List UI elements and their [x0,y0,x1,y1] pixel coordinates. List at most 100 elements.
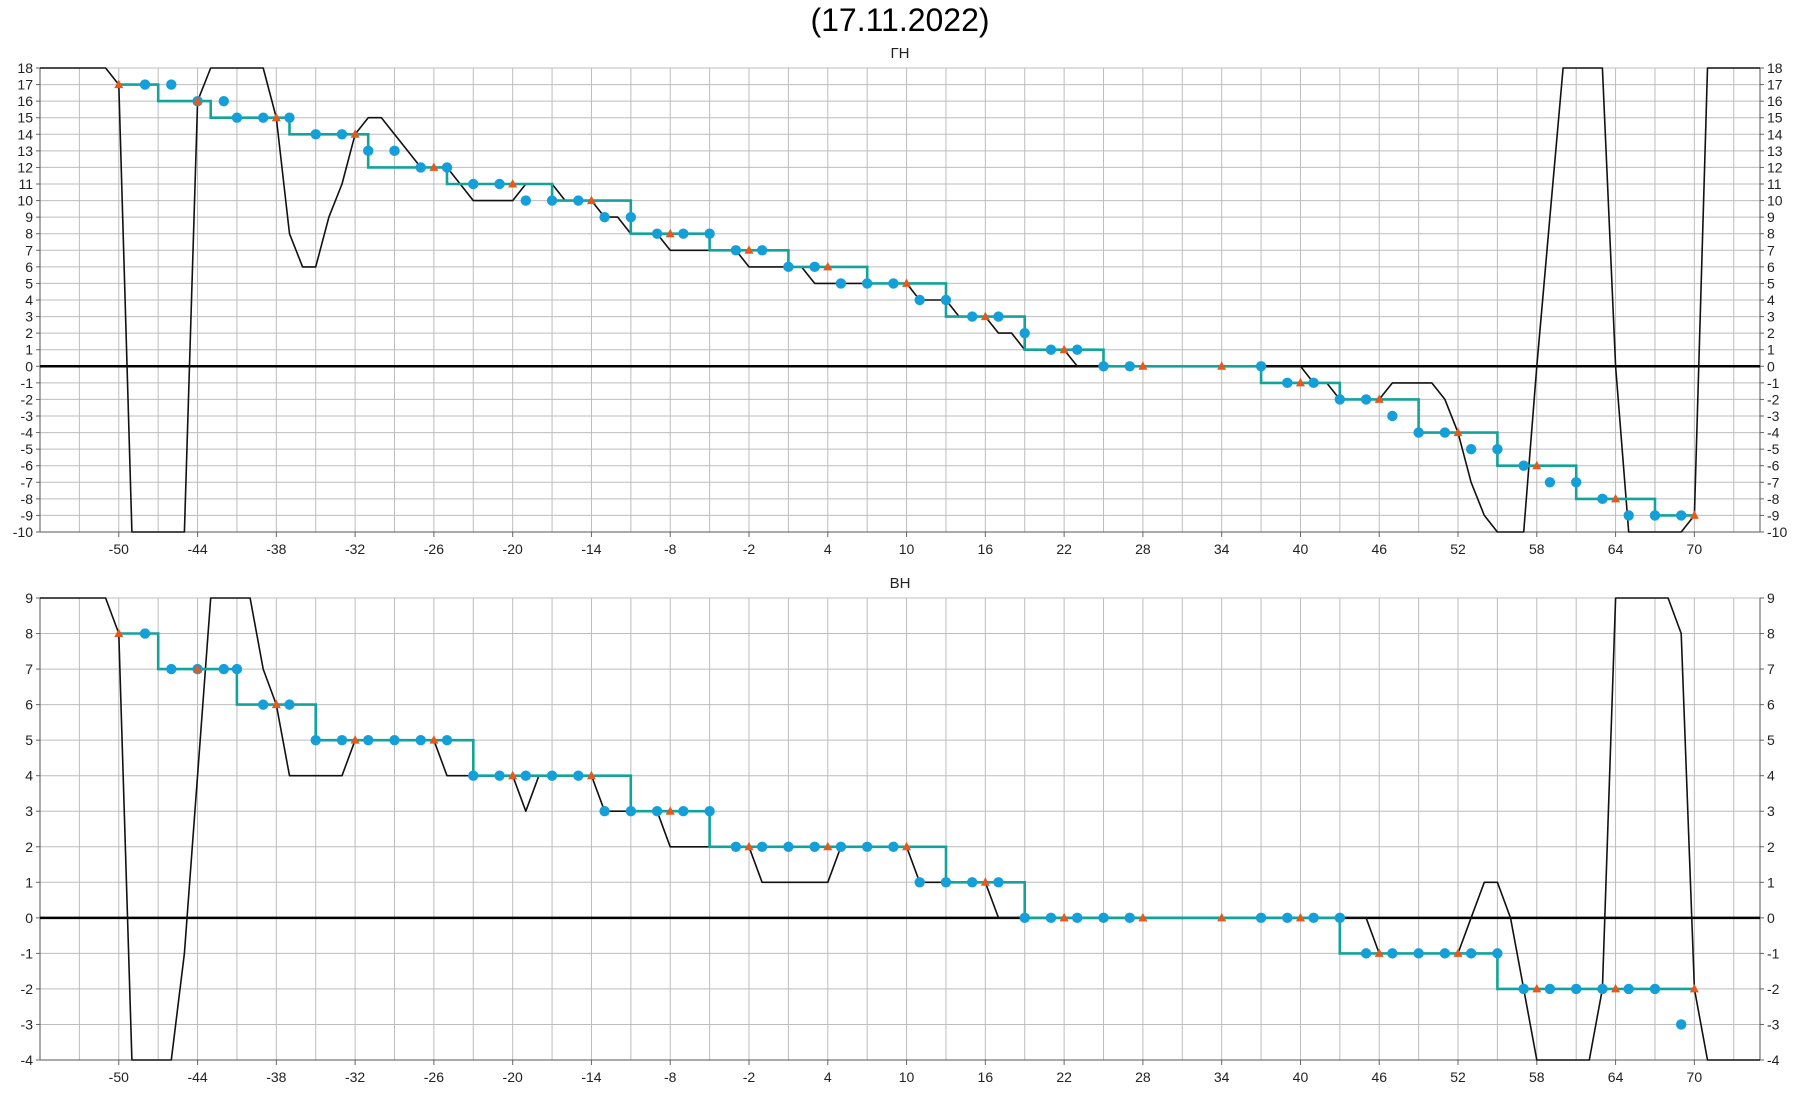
y-tick-label-right: 5 [1767,275,1775,291]
x-tick-label: -2 [743,541,756,557]
x-tick-label: 58 [1529,1069,1545,1085]
y-tick-label-left: 5 [25,275,33,291]
data-point-dot [415,162,426,173]
data-point-dot [599,806,610,817]
y-tick-label-left: 5 [25,732,33,748]
y-tick-label-left: -1 [21,945,34,961]
y-tick-label-left: -2 [21,981,34,997]
data-point-dot [1334,394,1346,405]
y-tick-label-right: 4 [1767,292,1775,308]
y-tick-label-left: -2 [21,391,34,407]
data-point-dot [218,95,230,107]
data-point-triangle [1217,912,1227,922]
data-point-dot [310,129,321,140]
data-point-dot [1492,948,1503,959]
data-point-dot [573,770,584,781]
data-point-dot [1544,983,1556,995]
x-tick-label: 40 [1293,541,1309,557]
data-point-dot [1360,394,1372,405]
data-point-triangle [1138,361,1148,370]
x-tick-label: -2 [743,1069,756,1085]
data-point-dot [546,195,558,206]
y-tick-label-left: 2 [25,325,33,341]
y-tick-label-right: -3 [1767,408,1780,424]
y-tick-label-left: 8 [25,226,33,242]
x-tick-label: -44 [187,1069,207,1085]
chart-vn: ВН9 98 87 76 65 54 43 32 21 10 0-1 -1-2 -2-3 -3-4 -4-5… [21,575,1780,1085]
x-tick-label: 16 [978,541,994,557]
y-tick-label-left: -7 [21,474,34,490]
x-tick-label: 4 [824,541,832,557]
data-point-dot [940,877,952,888]
x-tick-label: 52 [1450,1069,1466,1085]
data-point-dot [1124,912,1135,924]
x-tick-label: -20 [503,1069,523,1085]
y-tick-label-right: -9 [1767,507,1780,523]
y-tick-label-right: 5 [1767,732,1775,748]
data-point-triangle [980,877,990,886]
data-point-triangle [1374,948,1384,957]
data-point-dot [809,261,820,273]
page-title: (17.11.2022) [810,2,990,38]
data-point-dot [1334,912,1346,924]
x-tick-label: 46 [1371,1069,1387,1085]
data-point-dot [861,841,873,852]
data-point-dot [231,663,243,675]
y-tick-label-right: 6 [1767,697,1775,713]
y-tick-label-right: 18 [1767,60,1783,76]
x-tick-label: 46 [1371,541,1387,557]
data-point-triangle [1453,427,1463,437]
y-tick-label-right: 0 [1767,910,1775,926]
x-tick-label: 22 [1056,1069,1072,1085]
data-point-dot [940,294,952,306]
data-point-dot [1518,983,1529,995]
y-tick-label-left: -4 [21,1052,34,1068]
data-point-dot [415,734,426,746]
data-point-dot [1649,983,1661,995]
y-tick-label-right: 6 [1767,259,1775,275]
data-point-triangle [744,245,754,254]
x-tick-label: -50 [109,541,129,557]
data-point-dot [1439,948,1451,959]
data-point-dot [1492,443,1503,455]
data-point-triangle [271,112,281,122]
data-point-triangle [823,261,833,271]
data-point-triangle [1532,983,1542,993]
data-point-dot [231,112,243,123]
data-point-dot [756,841,768,852]
data-point-dot [1544,477,1556,488]
x-tick-label: -14 [581,1069,601,1085]
y-tick-label-left: 1 [25,342,33,358]
data-point-dot [494,770,505,781]
data-point-dot [1360,948,1372,959]
data-point-dot [1439,427,1451,438]
y-tick-label-left: 10 [17,193,33,209]
y-tick-label-right: 8 [1767,626,1775,642]
data-point-triangle [823,841,833,851]
data-point-dot [1019,912,1030,924]
data-point-triangle [665,228,675,238]
x-tick-label: 10 [899,1069,915,1085]
data-point-triangle [1138,912,1148,922]
data-point-dot [1570,477,1582,488]
x-tick-label: -38 [266,1069,286,1085]
data-point-dot [783,261,794,273]
data-point-dot [651,228,663,239]
data-point-dot [1387,948,1398,959]
data-point-dot [1387,410,1398,422]
data-point-dot [1072,344,1083,355]
data-point-dot [1308,377,1319,389]
data-point-dot [310,734,321,746]
data-point-dot [888,841,899,852]
y-tick-label-left: -8 [21,491,34,507]
data-point-dot [678,228,689,239]
data-point-triangle [350,735,360,744]
data-point-triangle [508,179,518,188]
y-tick-label-left: 1 [25,874,33,890]
y-tick-label-left: 13 [17,143,33,159]
data-point-dot [1570,983,1582,995]
data-point-dot [704,806,715,817]
x-tick-label: 64 [1608,1069,1624,1085]
data-point-dot [914,877,925,888]
data-point-triangle [429,735,439,744]
